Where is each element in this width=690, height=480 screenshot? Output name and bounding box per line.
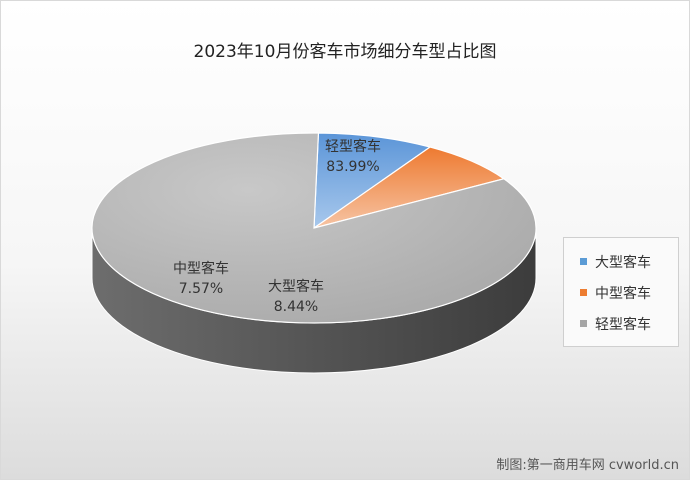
pie-labels: 大型客车 8.44% 中型客车 7.57% 轻型客车 83.99% xyxy=(173,138,381,315)
legend-swatch xyxy=(580,289,587,296)
slice-label-name: 大型客车 xyxy=(268,278,324,295)
watermark: 制图:第一商用车网 cvworld.cn xyxy=(496,458,679,473)
pie-slice-3 xyxy=(91,132,537,324)
legend-item: 大型客车 xyxy=(580,246,678,277)
slice-label-value: 7.57% xyxy=(179,281,223,297)
slice-label-value: 8.44% xyxy=(274,299,318,315)
legend-label: 大型客车 xyxy=(595,254,651,271)
pie-slice-2 xyxy=(313,146,506,229)
legend-item: 中型客车 xyxy=(580,277,678,308)
slice-label-name: 轻型客车 xyxy=(325,138,381,155)
pie-tops xyxy=(91,132,537,324)
slice-label-name: 中型客车 xyxy=(173,260,229,277)
slice-label-value: 83.99% xyxy=(326,159,379,175)
legend-item: 轻型客车 xyxy=(580,308,678,339)
legend-label: 中型客车 xyxy=(595,285,651,302)
legend-label: 轻型客车 xyxy=(595,316,651,333)
chart-title: 2023年10月份客车市场细分车型占比图 xyxy=(193,42,497,62)
legend-swatch xyxy=(580,320,587,327)
chart-legend: 大型客车中型客车轻型客车 xyxy=(563,237,679,347)
legend-swatch xyxy=(580,258,587,265)
pie-slice-1 xyxy=(313,132,432,230)
